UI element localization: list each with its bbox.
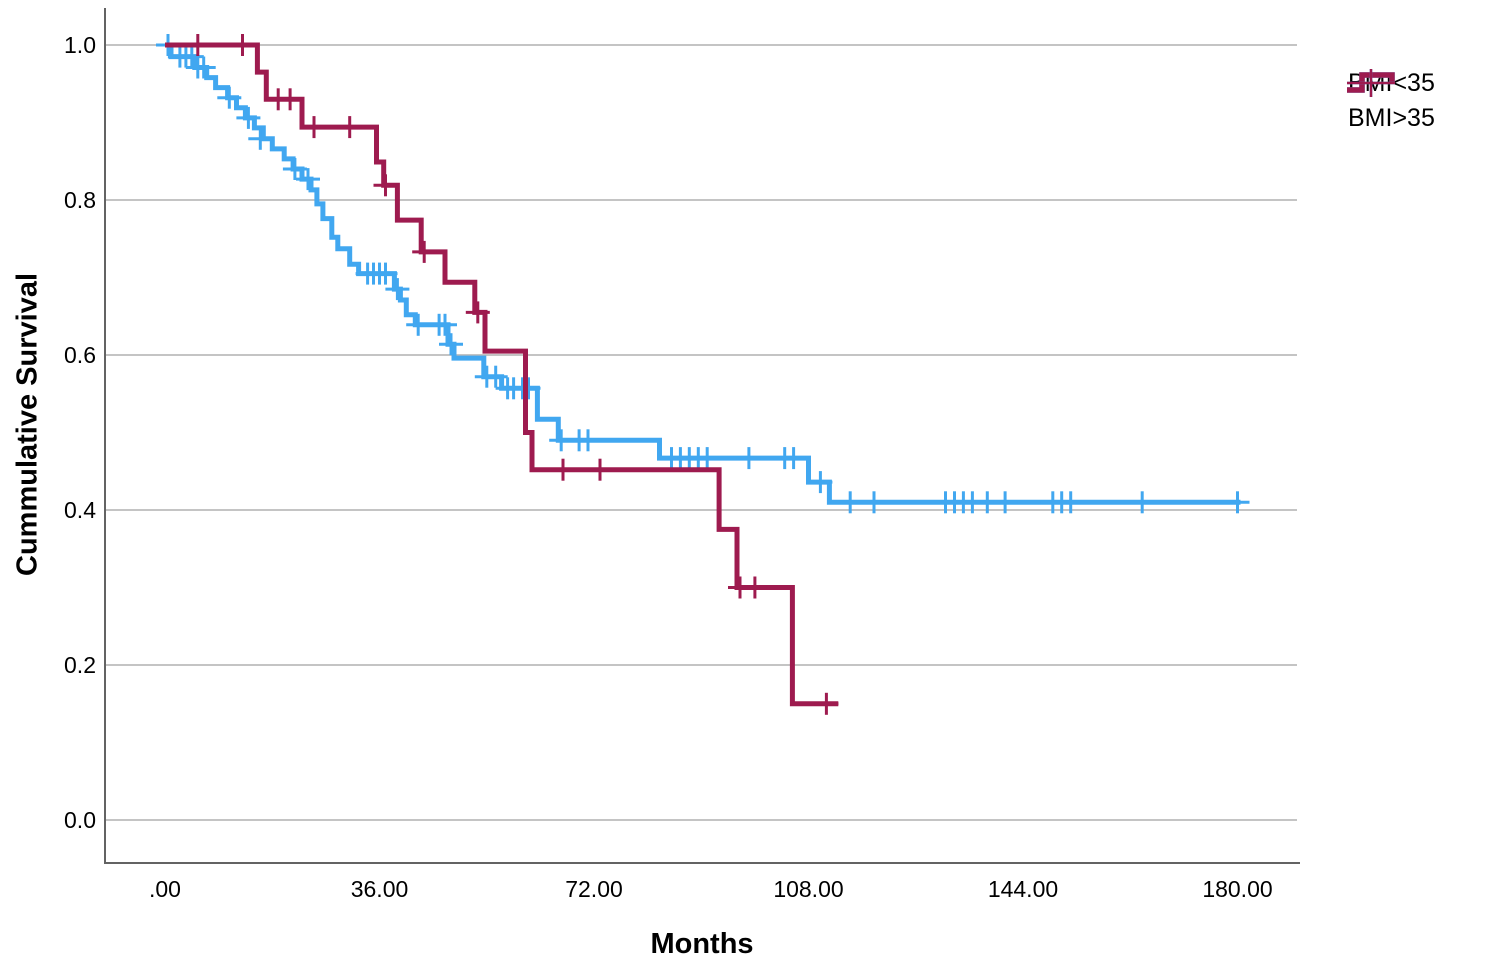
x-tick-label-180.00: 180.00	[1202, 876, 1272, 902]
x-tick-label-.00: .00	[149, 876, 181, 902]
censor-marks-BMI<35	[156, 34, 1250, 514]
y-tick-label-0.4: 0.4	[64, 497, 96, 523]
y-tick-label-0.2: 0.2	[64, 652, 96, 678]
survival-curve-BMI<35	[165, 42, 1241, 505]
legend-item-censor-3	[1345, 69, 1499, 206]
x-tick-label-72.00: 72.00	[565, 876, 623, 902]
y-axis-title: Cummulative Survival	[11, 273, 44, 576]
x-tick-label-36.00: 36.00	[351, 876, 409, 902]
x-axis-title: Months	[650, 928, 754, 960]
y-tick-label-1.0: 1.0	[64, 32, 96, 58]
legend-censor-plus-icon	[1347, 69, 1395, 97]
legend-item-BMI>35: BMI>35	[1345, 72, 1499, 136]
y-tick-label-0.8: 0.8	[64, 187, 96, 213]
x-tick-label-108.00: 108.00	[773, 876, 843, 902]
survival-curve-BMI>35	[165, 42, 839, 707]
legend-item-censor-2	[1345, 69, 1499, 171]
x-tick-label-144.00: 144.00	[988, 876, 1058, 902]
legend: BMI<35 BMI>35	[1345, 66, 1499, 206]
legend-label: BMI>35	[1348, 104, 1435, 132]
legend-step-line-swatch	[1347, 72, 1395, 93]
y-tick-label-0.0: 0.0	[64, 807, 96, 833]
censor-marks-BMI>35	[185, 34, 839, 715]
y-tick-label-0.6: 0.6	[64, 342, 96, 368]
